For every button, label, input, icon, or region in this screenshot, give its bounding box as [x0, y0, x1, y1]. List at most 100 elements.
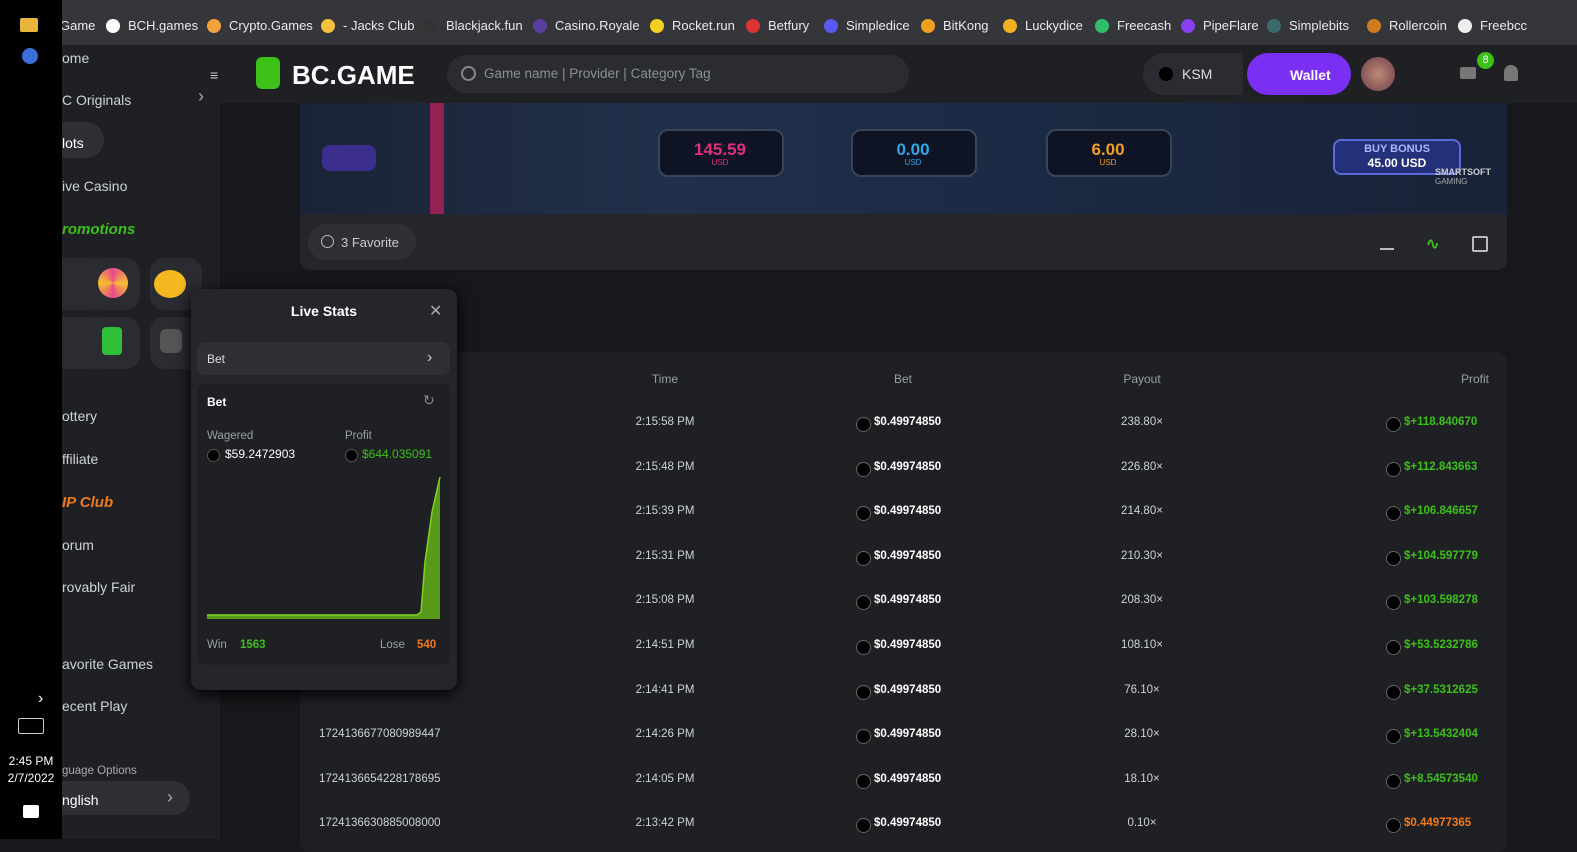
favorite-button[interactable]: 3 Favorite: [308, 224, 416, 260]
buy-bonus-price: 45.00 USD: [1367, 156, 1427, 170]
bet-payout: 18.10×: [1124, 772, 1160, 785]
coin-icon: [856, 595, 871, 611]
bookmark[interactable]: Luckydice: [1025, 18, 1083, 33]
bet-time: 2:15:31 PM: [635, 549, 695, 562]
notification-icon[interactable]: [23, 805, 39, 818]
lose-count: 540: [417, 639, 437, 651]
bookmark[interactable]: Betfury: [768, 18, 810, 33]
sidebar-item[interactable]: avorite Games: [62, 656, 154, 672]
column-header: Profit: [1460, 372, 1489, 386]
keyboard-icon[interactable]: [18, 718, 44, 734]
bookmark[interactable]: Crypto.Games: [229, 18, 313, 33]
bookmark[interactable]: Simpledice: [846, 18, 910, 33]
bet-id[interactable]: 1724136654228178695: [319, 772, 441, 785]
popup-title: Live Stats: [290, 303, 358, 319]
bell-icon[interactable]: [1504, 65, 1518, 81]
sidebar-item[interactable]: ome: [62, 50, 90, 66]
sidebar-item[interactable]: ottery: [62, 408, 98, 424]
coin-icon: [856, 818, 871, 834]
bet-payout: 108.10×: [1121, 639, 1163, 651]
bet-time: 2:14:41 PM: [635, 683, 695, 696]
bet-id[interactable]: 1724136677080989447: [319, 728, 441, 741]
bookmark[interactable]: PipeFlare: [1203, 18, 1259, 33]
sidebar-item[interactable]: orum: [62, 537, 94, 553]
bet-profit: $+104.597779: [1404, 549, 1478, 562]
app-icon[interactable]: [22, 48, 38, 64]
card-title: Bet: [207, 395, 227, 409]
bookmark[interactable]: Rocket.run: [672, 18, 735, 33]
bookmark[interactable]: Freebcc: [1480, 18, 1527, 33]
bet-payout: 76.10×: [1124, 683, 1160, 696]
sidebar-item[interactable]: ecent Play: [62, 698, 128, 714]
bookmark-icon: [824, 19, 838, 33]
stats-icon[interactable]: ∿: [1426, 236, 1440, 253]
language-pill[interactable]: [62, 781, 190, 815]
bookmark[interactable]: Rollercoin: [1389, 18, 1447, 33]
provider: SMARTSOFT: [1435, 167, 1491, 177]
sidebar-item[interactable]: IP Club: [62, 494, 114, 511]
explorer-icon[interactable]: [20, 18, 38, 32]
search-box[interactable]: Game name | Provider | Category Tag: [447, 55, 909, 93]
live-stats-popup: Live Stats ✕ Bet › Bet ↻ Wagered $59.247…: [191, 289, 457, 690]
sidebar-item[interactable]: ive Casino: [62, 178, 128, 194]
bookmark-icon: [921, 19, 935, 33]
profit-label: Profit: [345, 430, 372, 442]
bookmark[interactable]: BitKong: [943, 18, 989, 33]
coin-icon: [1386, 729, 1401, 745]
chevron: ›: [198, 86, 204, 106]
chevron[interactable]: ›: [38, 690, 44, 707]
balance-icon[interactable]: [1380, 236, 1394, 250]
bets-table: [300, 352, 1507, 852]
game-banner: 145.59 USD 0.00 USD 6.00 USD BUY BONUS 4…: [300, 103, 1507, 214]
wallet-text: Wallet: [1290, 67, 1331, 83]
bookmark-icon: [1367, 19, 1381, 33]
mail-icon[interactable]: [1460, 67, 1476, 79]
bookmark[interactable]: Freecash: [1117, 18, 1172, 33]
fullscreen-icon[interactable]: [1472, 236, 1488, 252]
wagered-label: Wagered: [207, 430, 254, 442]
win-value: 0.00: [896, 140, 930, 159]
sidebar-item[interactable]: lots: [62, 135, 84, 151]
search-placeholder: Game name | Provider | Category Tag: [484, 66, 711, 81]
bet-amount: $0.49974850: [874, 639, 942, 651]
bookmark-icon: [1267, 19, 1281, 33]
coin-icon: [1386, 684, 1401, 700]
buy-bonus-button[interactable]: BUY BONUS 45.00 USD: [1333, 139, 1461, 175]
bet-amount: $0.49974850: [874, 505, 942, 518]
bet-time: 2:15:08 PM: [635, 594, 695, 607]
sidebar-item[interactable]: guage Options: [62, 765, 137, 777]
bookmark[interactable]: BCH.games: [128, 18, 199, 33]
autoplay-button[interactable]: [322, 145, 376, 171]
favorite-bar: 3 Favorite ∿: [300, 214, 1507, 270]
column-header: Bet: [893, 372, 912, 386]
wallet-button[interactable]: Wallet: [1247, 53, 1351, 95]
bet-payout: 214.80×: [1121, 505, 1163, 518]
bet-id[interactable]: 1724136630885008000: [319, 817, 441, 830]
sidebar-item[interactable]: romotions: [62, 221, 136, 238]
currency-select[interactable]: KSM: [1143, 53, 1243, 95]
sidebar-item[interactable]: ffiliate: [62, 451, 99, 467]
bookmark-icon: [533, 19, 547, 33]
logo-icon[interactable]: [256, 57, 280, 89]
close-button[interactable]: ✕: [429, 303, 443, 320]
bet-time: 2:14:05 PM: [635, 772, 695, 785]
bookmark[interactable]: - Jacks Club: [343, 18, 415, 33]
bookmark[interactable]: Casino.Royale: [555, 18, 640, 33]
mail-badge: 8: [1477, 52, 1494, 69]
sidebar-item[interactable]: nglish: [62, 792, 99, 808]
refresh-button[interactable]: ↻: [423, 392, 435, 408]
menu-button[interactable]: ≡: [210, 67, 219, 83]
bookmark[interactable]: Game: [60, 18, 96, 33]
sidebar-item[interactable]: rovably Fair: [62, 579, 136, 595]
bookmark[interactable]: Simplebits: [1289, 18, 1349, 33]
avatar[interactable]: [1361, 57, 1395, 91]
bet-profit: $+106.846657: [1404, 505, 1478, 518]
sidebar-item[interactable]: C Originals: [62, 92, 132, 108]
bookmark[interactable]: Blackjack.fun: [446, 18, 523, 33]
logo-text[interactable]: BC.GAME: [292, 60, 415, 90]
bet-time: 2:14:51 PM: [635, 639, 695, 651]
stats-selector[interactable]: Bet ›: [197, 342, 450, 375]
bet-time: 2:15:39 PM: [635, 505, 695, 518]
coin-icon: [1386, 773, 1401, 789]
